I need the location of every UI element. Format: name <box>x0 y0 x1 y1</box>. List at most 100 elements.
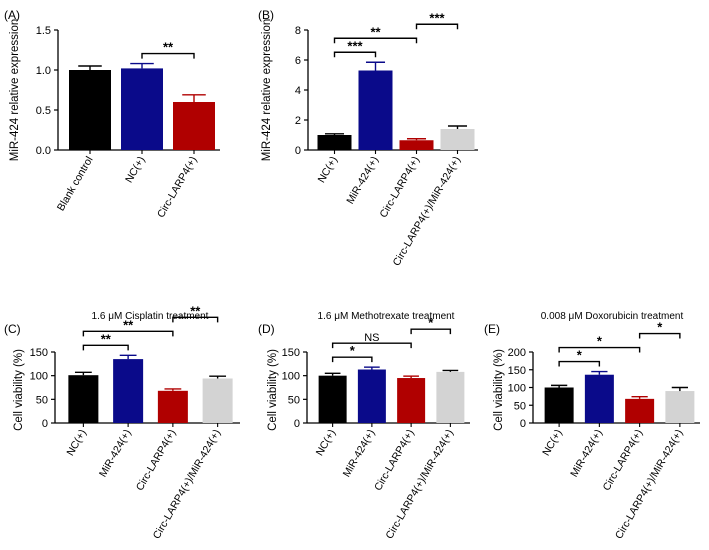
category-label: Circ-LARP4(+) <box>155 155 200 220</box>
significance-bracket <box>331 356 373 363</box>
bar <box>317 135 352 150</box>
chart-panel-4: (E) 0.008 μM Doxorubicin treatment 0 50 100 1… <box>484 311 700 541</box>
category-label: Circ-LARP4(+) <box>372 428 417 493</box>
panel-label: (A) <box>4 8 20 22</box>
y-tick-label: 0 <box>42 418 48 430</box>
y-tick-label: 50 <box>36 394 48 406</box>
y-axis-label: MiR-424 relative expression <box>261 19 273 162</box>
bar <box>157 390 188 423</box>
significance-label: * <box>350 343 356 358</box>
y-tick-label: 0 <box>520 418 526 430</box>
category-label: NC(+) <box>540 428 565 459</box>
bar <box>440 129 475 150</box>
significance-bracket <box>82 330 174 337</box>
bar <box>202 378 233 423</box>
category-label: NC(+) <box>316 155 341 186</box>
bar <box>584 374 614 423</box>
significance-bracket <box>558 360 601 367</box>
y-tick-label: 200 <box>508 347 526 359</box>
bar <box>69 70 111 150</box>
y-tick-label: 2 <box>295 115 301 127</box>
y-axis-label: Cell viability (%) <box>493 349 505 431</box>
panel-label: (E) <box>484 322 500 336</box>
significance-label: NS <box>364 332 379 344</box>
y-tick-label: 100 <box>30 371 48 383</box>
category-label: Circ-LARP4(+)/MiR-424(+) <box>383 428 456 542</box>
y-tick-label: 8 <box>295 25 301 37</box>
significance-bracket <box>638 332 681 339</box>
bar <box>357 369 386 423</box>
significance-bracket <box>331 342 412 349</box>
category-label: MiR-424(+) <box>344 155 381 207</box>
category-label: MiR-424(+) <box>568 428 605 480</box>
y-tick-label: 150 <box>282 347 300 359</box>
category-label: NC(+) <box>123 155 148 186</box>
bar <box>397 378 426 423</box>
bar <box>68 375 99 423</box>
bar <box>665 391 695 423</box>
y-tick-label: 1.5 <box>36 25 51 37</box>
significance-bracket <box>82 344 129 351</box>
chart-panel-3: (D) 1.6 μM Methotrexate treatment 0 50 100 15… <box>258 311 470 541</box>
significance-label: * <box>577 348 583 363</box>
y-tick-label: 100 <box>508 383 526 395</box>
y-axis-label: Cell viability (%) <box>267 349 279 431</box>
chart-panel-1: (B) 0 2 4 6 8 MiR-424 relative expression NC(+)… <box>258 8 478 268</box>
category-label: NC(+) <box>314 428 339 459</box>
chart-title: 1.6 μM Cisplatin treatment <box>92 311 209 322</box>
significance-label: ** <box>190 303 201 318</box>
bar <box>436 371 465 423</box>
bar <box>113 359 144 423</box>
panel-label: (D) <box>258 322 275 336</box>
y-tick-label: 100 <box>282 371 300 383</box>
bar <box>625 398 655 423</box>
significance-label: *** <box>347 38 363 53</box>
y-tick-label: 0.0 <box>36 145 51 157</box>
category-label: Circ-LARP4(+) <box>377 155 422 220</box>
bar <box>121 68 163 150</box>
y-tick-label: 0 <box>295 145 301 157</box>
category-label: NC(+) <box>64 428 89 459</box>
significance-bracket <box>410 328 452 335</box>
significance-label: * <box>597 334 603 349</box>
y-tick-label: 1.0 <box>36 65 51 77</box>
bar <box>173 102 215 150</box>
significance-bracket <box>333 37 418 44</box>
significance-bracket <box>333 51 377 58</box>
significance-bracket <box>172 316 219 323</box>
panel-label: (C) <box>4 322 21 336</box>
y-tick-label: 0 <box>294 418 300 430</box>
y-tick-label: 0.5 <box>36 105 51 117</box>
y-tick-label: 150 <box>508 365 526 377</box>
significance-label: ** <box>370 24 381 39</box>
chart-title: 0.008 μM Doxorubicin treatment <box>541 311 684 322</box>
y-tick-label: 6 <box>295 55 301 67</box>
significance-bracket <box>558 346 641 353</box>
bar <box>318 375 347 423</box>
category-label: Blank control <box>55 155 96 214</box>
significance-label: * <box>657 320 663 335</box>
chart-panel-0: (A) 0.0 0.5 1.0 1.5 MiR-424 relative expressi… <box>4 8 220 220</box>
chart-panel-2: (C) 1.6 μM Cisplatin treatment 0 50 100 150 Ce… <box>4 303 240 541</box>
y-axis-label: MiR-424 relative expression <box>9 19 21 162</box>
significance-label: ** <box>163 40 174 55</box>
y-tick-label: 4 <box>295 85 301 97</box>
significance-label: *** <box>429 10 445 25</box>
significance-bracket <box>415 23 459 30</box>
category-label: MiR-424(+) <box>341 428 378 480</box>
category-label: Circ-LARP4(+) <box>601 428 646 493</box>
significance-label: ** <box>101 331 112 346</box>
chart-title: 1.6 μM Methotrexate treatment <box>318 311 455 322</box>
y-tick-label: 150 <box>30 347 48 359</box>
category-label: Circ-LARP4(+) <box>134 428 179 493</box>
bar <box>544 387 574 423</box>
y-tick-label: 50 <box>514 400 526 412</box>
significance-label: * <box>428 315 434 330</box>
significance-label: ** <box>123 317 134 332</box>
y-axis-label: Cell viability (%) <box>13 349 25 431</box>
panel-label: (B) <box>258 8 274 22</box>
significance-bracket <box>141 52 195 59</box>
category-label: Circ-LARP4(+)/MiR-424(+) <box>613 428 686 542</box>
bar <box>358 70 393 150</box>
